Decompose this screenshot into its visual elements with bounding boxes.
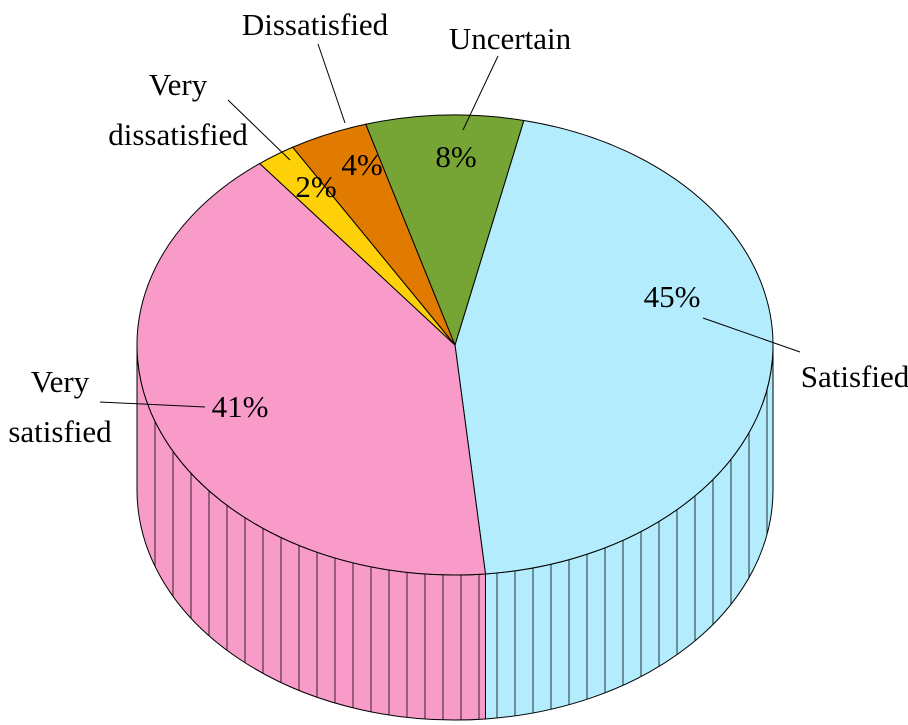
leader-line — [317, 43, 346, 124]
leader-line — [462, 55, 499, 131]
value-label: 4% — [341, 147, 382, 182]
leader-line — [702, 317, 801, 353]
category-label: Uncertain — [449, 21, 572, 56]
category-label: Very dissatisfied — [108, 67, 248, 152]
leader-line — [227, 99, 291, 161]
value-label: 41% — [212, 389, 269, 424]
value-label: 8% — [435, 139, 476, 174]
category-label: Dissatisfied — [242, 7, 389, 42]
value-label: 45% — [644, 279, 701, 314]
leader-line — [99, 401, 206, 408]
pie-slice — [454, 119, 774, 575]
pie-slice — [365, 114, 525, 347]
category-label: Satisfied — [801, 359, 908, 394]
pie-slice — [136, 162, 487, 576]
category-label: Very satisfied — [8, 364, 112, 449]
value-label: 2% — [295, 169, 336, 204]
